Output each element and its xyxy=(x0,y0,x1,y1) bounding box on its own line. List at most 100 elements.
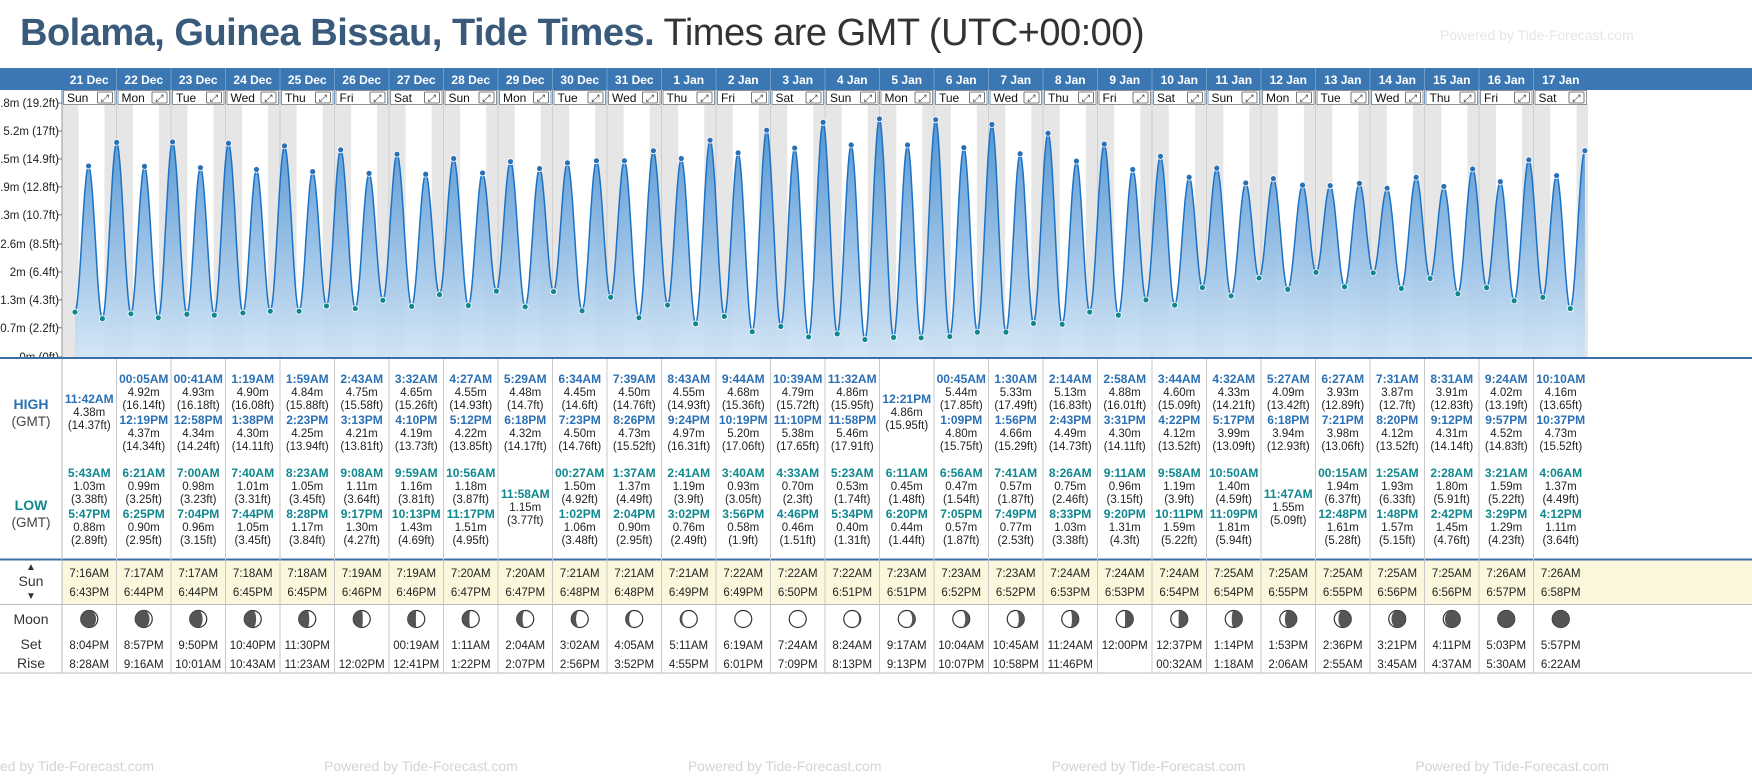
low-tide-point xyxy=(748,328,756,336)
expand-day-button[interactable] xyxy=(642,91,658,104)
expand-icon: ⤢ xyxy=(374,94,382,105)
expand-day-button[interactable] xyxy=(1023,91,1040,104)
low-tide-meters: 1.94m xyxy=(1327,481,1359,493)
expand-day-button[interactable] xyxy=(424,91,440,104)
high-tide-time: 9:24AM xyxy=(1485,372,1528,386)
expand-day-button[interactable] xyxy=(1568,91,1585,104)
expand-day-button[interactable] xyxy=(914,91,931,104)
expand-day-button[interactable] xyxy=(1459,91,1476,104)
high-tide-point xyxy=(253,166,260,173)
sunrise-time: 7:22AM xyxy=(832,568,872,580)
moonrise-time: 9:13PM xyxy=(887,659,927,671)
expand-icon: ⤢ xyxy=(1300,94,1308,105)
high-tide-time: 3:31PM xyxy=(1104,413,1146,427)
high-tide-feet: (13.81ft) xyxy=(340,441,383,453)
powered-by-footer-text: Powered by Tide-Forecast.com xyxy=(1415,758,1610,774)
low-tide-point xyxy=(464,302,472,309)
low-tide-feet: (4.92ft) xyxy=(562,494,599,506)
low-tide-feet: (3.77ft) xyxy=(507,515,544,527)
high-tide-feet: (14.73ft) xyxy=(1049,441,1092,453)
high-tide-meters: 5.46m xyxy=(836,428,868,440)
expand-day-button[interactable] xyxy=(1405,91,1421,104)
expand-day-button[interactable] xyxy=(1078,91,1094,104)
expand-day-button[interactable] xyxy=(751,91,767,104)
high-tide-point xyxy=(932,116,940,124)
high-tide-meters: 4.65m xyxy=(400,387,432,399)
high-tide-meters: 4.19m xyxy=(400,428,432,440)
high-tide-feet: (17.49ft) xyxy=(994,400,1037,412)
expand-day-button[interactable] xyxy=(478,91,495,104)
low-tide-feet: (5.94ft) xyxy=(1216,535,1253,547)
low-tide-time: 7:49PM xyxy=(995,507,1037,521)
low-tide-meters: 1.57m xyxy=(1381,522,1413,534)
sunrise-time: 7:19AM xyxy=(342,568,382,580)
expand-day-button[interactable] xyxy=(1132,91,1149,104)
expand-day-button[interactable] xyxy=(369,91,386,104)
weekday-label: Fri xyxy=(1103,91,1117,105)
expand-day-button[interactable] xyxy=(151,91,168,104)
high-tide-time: 12:58PM xyxy=(174,413,223,427)
expand-day-button[interactable] xyxy=(696,91,713,104)
moonrise-time: 2:06AM xyxy=(1268,659,1308,671)
high-tide-feet: (15.58ft) xyxy=(340,400,383,412)
expand-icon: ⤢ xyxy=(1355,94,1363,105)
low-tide-meters: 1.37m xyxy=(618,481,650,493)
expand-day-button[interactable] xyxy=(206,91,222,104)
sunset-time: 6:58PM xyxy=(1541,587,1581,599)
high-tide-feet: (13.52ft) xyxy=(1376,441,1419,453)
moon-shadow xyxy=(625,610,635,628)
moonrise-time: 8:13PM xyxy=(832,659,872,671)
high-tide-time: 4:27AM xyxy=(449,372,492,386)
expand-day-button[interactable] xyxy=(97,91,113,104)
expand-day-button[interactable] xyxy=(1514,91,1530,104)
expand-day-button[interactable] xyxy=(315,91,331,104)
sunrise-time: 7:26AM xyxy=(1486,568,1526,580)
high-tide-feet: (13.09ft) xyxy=(1212,441,1255,453)
expand-day-button[interactable] xyxy=(1296,91,1312,104)
expand-icon: ⤢ xyxy=(428,94,436,105)
expand-day-button[interactable] xyxy=(533,91,549,104)
expand-day-button[interactable] xyxy=(805,91,822,104)
date-label: 22 Dec xyxy=(124,73,163,87)
high-tide-feet: (16.08ft) xyxy=(231,400,274,412)
high-tide-time: 11:10PM xyxy=(774,413,822,427)
high-tide-point xyxy=(393,150,401,158)
expand-day-button[interactable] xyxy=(1350,91,1367,104)
low-tide-point xyxy=(1312,268,1320,276)
moonset-time: 4:05AM xyxy=(614,640,654,652)
low-tide-point xyxy=(861,336,869,343)
low-tide-feet: (6.37ft) xyxy=(1325,494,1362,506)
high-tide-point xyxy=(1213,164,1221,172)
expand-day-button[interactable] xyxy=(1241,91,1258,104)
sun-label-bg xyxy=(0,560,62,604)
low-tide-time: 3:02PM xyxy=(668,507,710,521)
sunrise-time: 7:25AM xyxy=(1432,568,1472,580)
low-tide-meters: 0.88m xyxy=(73,522,105,534)
expand-day-button[interactable] xyxy=(260,91,277,104)
sunset-time: 6:53PM xyxy=(1050,587,1090,599)
date-label: 26 Dec xyxy=(342,73,381,87)
low-tide-time: 9:58AM xyxy=(1158,466,1201,480)
low-tide-time: 12:48PM xyxy=(1318,507,1367,521)
expand-day-button[interactable] xyxy=(969,91,985,104)
low-tide-time: 6:21AM xyxy=(122,466,165,480)
low-tide-feet: (5.09ft) xyxy=(1270,515,1307,527)
night-band xyxy=(322,104,335,357)
expand-day-button[interactable] xyxy=(860,91,876,104)
low-tide-point xyxy=(805,333,812,341)
high-tide-point xyxy=(1269,175,1277,182)
sunrise-time: 7:22AM xyxy=(778,568,818,580)
low-tide-meters: 1.80m xyxy=(1436,481,1468,493)
night-band xyxy=(1249,104,1261,357)
moonrise-time: 1:18AM xyxy=(1214,659,1254,671)
expand-icon: ⤢ xyxy=(1246,94,1254,105)
high-tide-point xyxy=(1299,181,1306,189)
low-tide-meters: 1.05m xyxy=(237,522,269,534)
expand-day-button[interactable] xyxy=(1187,91,1203,104)
high-tide-point xyxy=(1242,179,1250,187)
high-tide-meters: 4.88m xyxy=(1109,387,1141,399)
high-tide-point xyxy=(1440,183,1448,190)
high-tide-feet: (14.37ft) xyxy=(68,420,111,432)
weekday-label: Wed xyxy=(994,91,1018,105)
expand-day-button[interactable] xyxy=(587,91,604,104)
